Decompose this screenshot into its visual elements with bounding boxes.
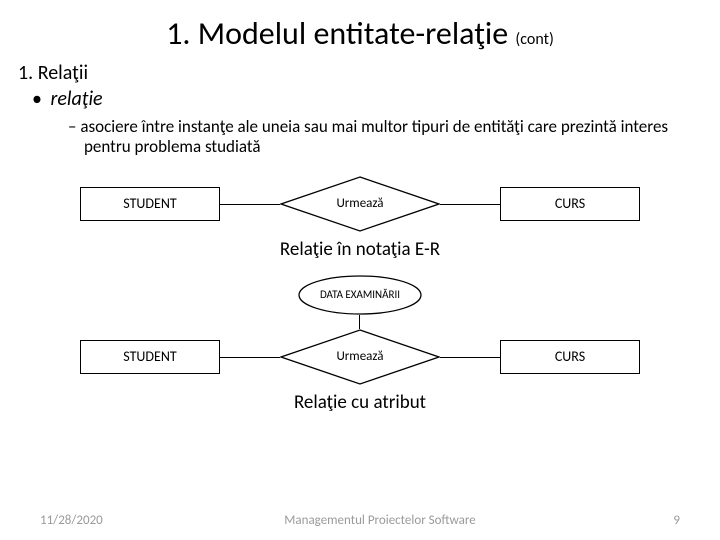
- relation-diamond: Urmează: [280, 176, 440, 232]
- title-main: 1. Modelul entitate-relaţie: [166, 14, 508, 53]
- footer-date: 11/28/2020: [40, 513, 120, 528]
- diagram2-caption: Relaţie cu atribut: [40, 391, 680, 414]
- entity-curs: CURS: [500, 187, 640, 221]
- edge-left: [220, 204, 280, 205]
- bullet-level1: relaţie: [32, 87, 680, 111]
- bullet-level2: asociere între instanţe ale uneia sau ma…: [68, 117, 680, 158]
- relation-diamond-2: Urmează: [280, 329, 440, 385]
- er-diagram-attribute: DATA EXAMINĂRII STUDENT Urmează CURS: [80, 275, 640, 385]
- edge-attribute: [359, 315, 360, 329]
- footer-title: Managementul Proiectelor Software: [120, 513, 640, 528]
- attribute-ellipse: DATA EXAMINĂRII: [298, 275, 422, 315]
- footer-page: 9: [640, 513, 680, 528]
- attribute-label: DATA EXAMINĂRII: [298, 275, 422, 315]
- title-cont: (cont): [515, 30, 553, 49]
- edge-right-2: [440, 357, 500, 358]
- edge-left-2: [220, 357, 280, 358]
- footer: 11/28/2020 Managementul Proiectelor Soft…: [0, 513, 720, 528]
- relation-label: Urmează: [280, 176, 440, 232]
- attribute-text: DATA EXAMINĂRII: [320, 289, 400, 301]
- entity-student-2: STUDENT: [80, 340, 220, 374]
- slide: 1. Modelul entitate-relaţie (cont) 1. Re…: [0, 0, 720, 540]
- diagram1-caption: Relaţie în notaţia E-R: [40, 238, 680, 261]
- section-heading: 1. Relaţii: [18, 61, 680, 85]
- entity-curs-2: CURS: [500, 340, 640, 374]
- page-title: 1. Modelul entitate-relaţie (cont): [40, 14, 680, 53]
- entity-student: STUDENT: [80, 187, 220, 221]
- er-diagram-basic: STUDENT Urmează CURS: [80, 176, 640, 232]
- edge-right: [440, 204, 500, 205]
- relation-label-2: Urmează: [280, 329, 440, 385]
